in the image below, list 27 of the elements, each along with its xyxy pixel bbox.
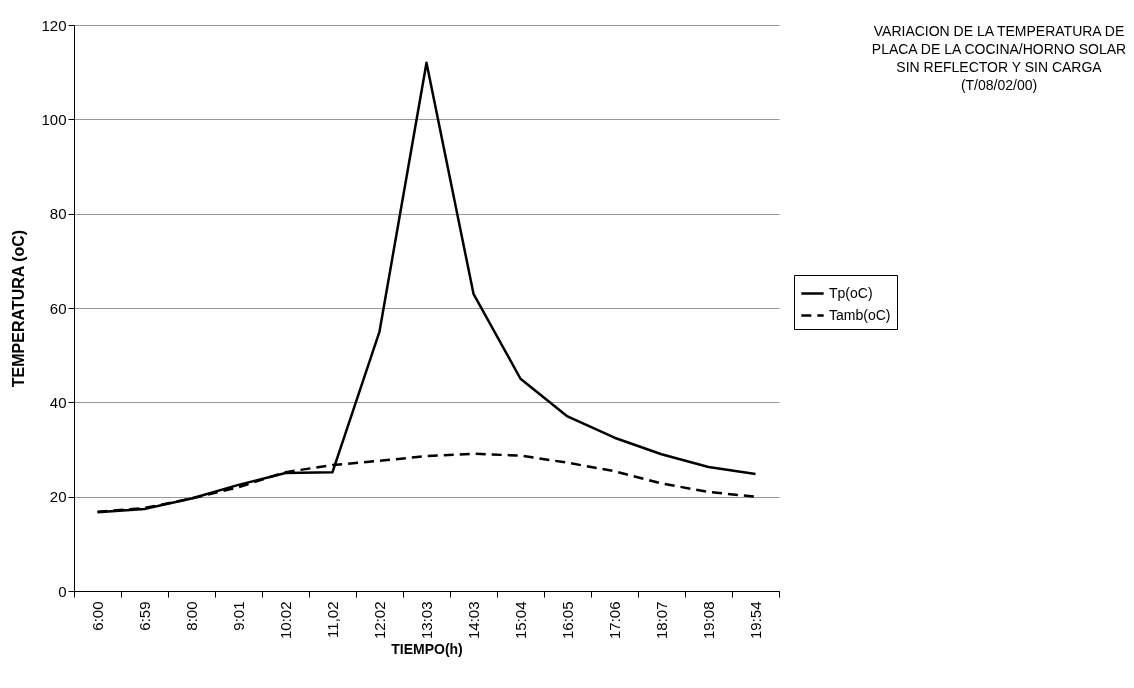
x-tick-label: 8:00 bbox=[183, 601, 200, 631]
x-tick-label: 13:03 bbox=[418, 601, 435, 640]
x-tick-label: 11,02 bbox=[324, 601, 341, 638]
x-tick-label: 19:08 bbox=[700, 601, 717, 640]
y-tick-label: 20 bbox=[49, 488, 67, 506]
x-tick-label: 6:59 bbox=[136, 601, 153, 631]
y-tick-label: 120 bbox=[41, 16, 67, 34]
x-axis-title: TIEMPO(h) bbox=[391, 641, 463, 658]
x-tick-label: 18:07 bbox=[653, 601, 670, 640]
y-tick-label: 100 bbox=[41, 110, 67, 128]
x-tick-label: 12:02 bbox=[371, 601, 388, 640]
legend-label: Tp(oC) bbox=[829, 284, 873, 301]
x-tick-label: 17:06 bbox=[606, 601, 623, 640]
legend-label: Tamb(oC) bbox=[829, 306, 891, 323]
x-tick-label: 10:02 bbox=[277, 601, 294, 640]
x-tick-label: 19:54 bbox=[747, 601, 764, 640]
x-tick-label: 15:04 bbox=[512, 601, 529, 640]
y-tick-label: 80 bbox=[49, 205, 67, 223]
x-tick-label: 14:03 bbox=[465, 601, 482, 640]
x-tick-label: 9:01 bbox=[230, 601, 247, 631]
y-tick-label: 0 bbox=[58, 582, 67, 600]
y-tick-label: 60 bbox=[49, 299, 67, 317]
x-tick-label: 16:05 bbox=[559, 601, 576, 640]
x-tick-label: 6:00 bbox=[89, 601, 106, 631]
y-tick-label: 40 bbox=[49, 393, 67, 411]
y-axis-title: TEMPERATURA (oC) bbox=[10, 229, 28, 388]
text: VARIACION DE LA TEMPERATURA DE PLACA DE LA COCINA/HORNO SOLAR SIN REFLECTOR Y SIN CARGA (T/08/02/00) bbox=[871, 23, 1127, 93]
